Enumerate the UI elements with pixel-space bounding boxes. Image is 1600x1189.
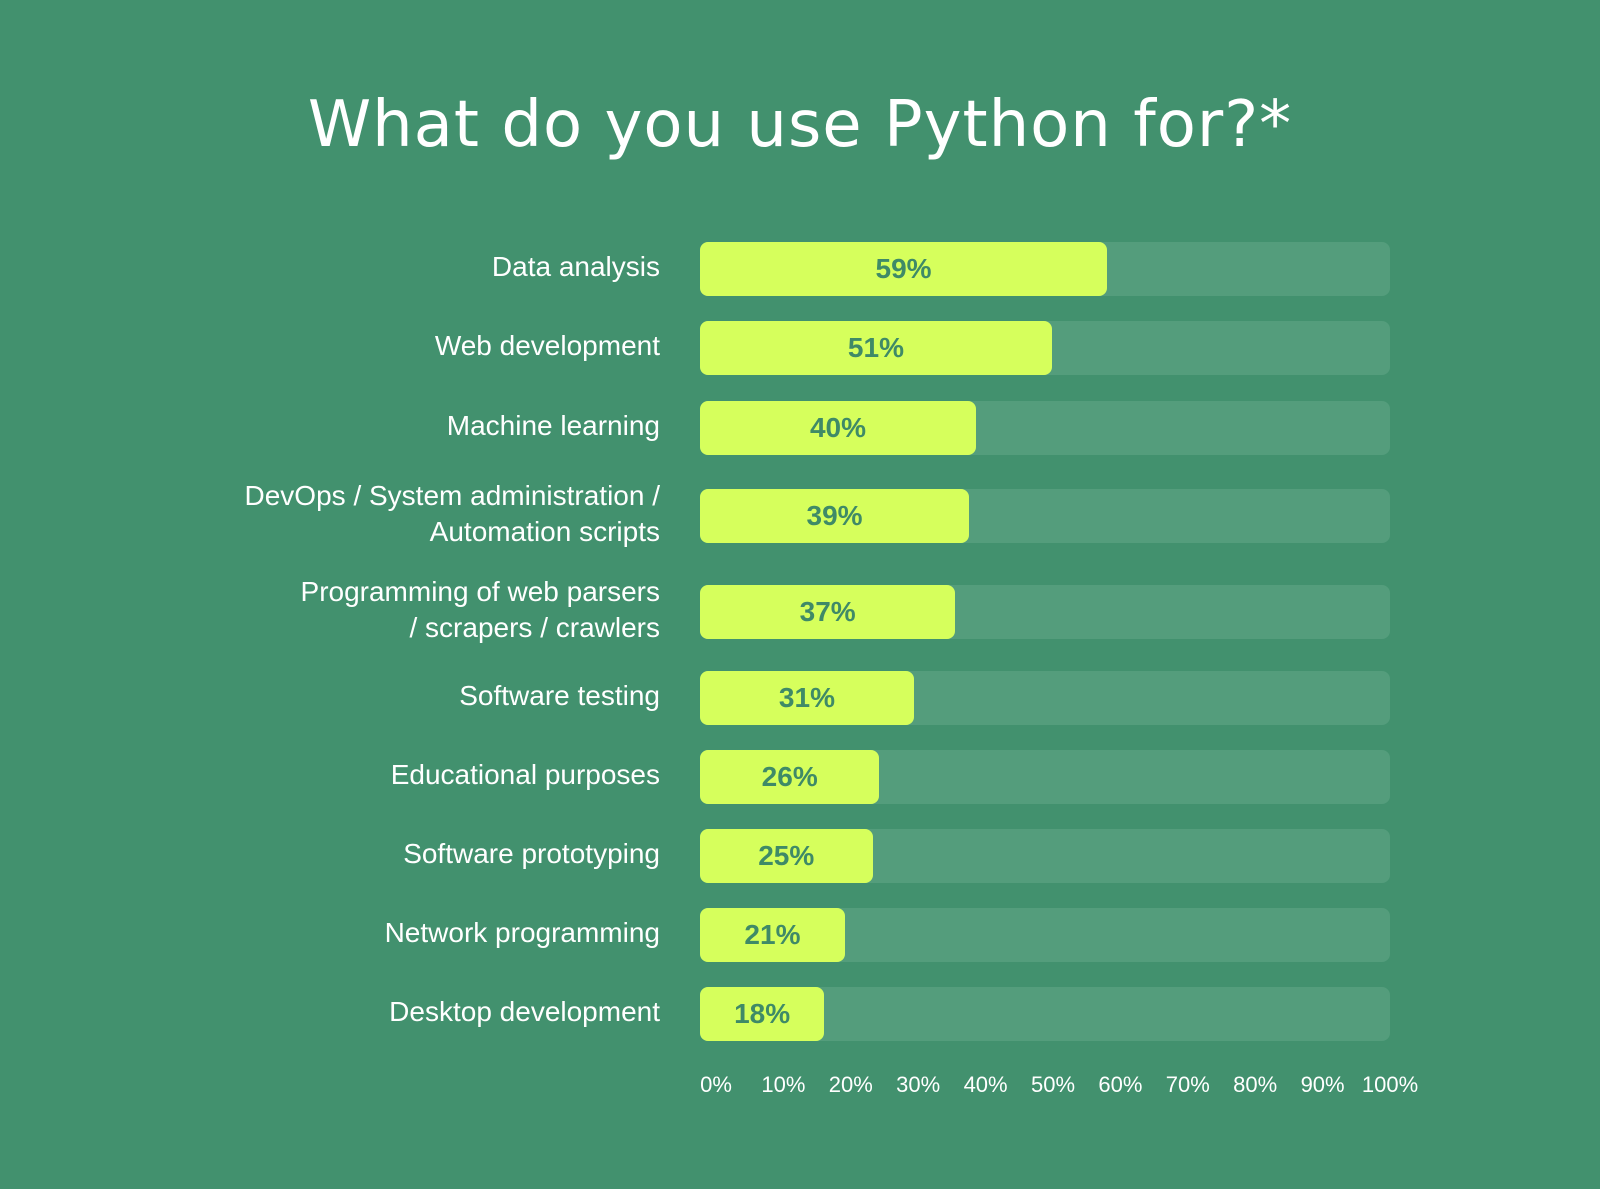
bar [700,908,845,962]
bar [700,489,970,543]
category-label: Data analysis [491,251,660,282]
bar-value-label: 25% [758,840,815,871]
x-tick-label: 0% [700,1072,732,1097]
x-tick-label: 20% [828,1072,873,1097]
x-tick-label: 50% [1030,1072,1076,1097]
bar-value-label: 39% [806,500,863,531]
category-label: Programming of web parsers / scrapers / … [300,576,660,643]
bar-value-label: 18% [734,998,791,1029]
bar [700,321,1052,375]
x-tick-label: 10% [761,1072,806,1097]
bar-value-label: 59% [875,253,932,284]
bar [700,585,956,639]
category-label: Software prototyping [403,838,660,869]
chart-title: What do you use Python for?* [307,88,1293,162]
bar [700,401,976,455]
x-tick-label: 100% [1361,1072,1419,1097]
bar [700,671,914,725]
category-label: Web development [434,330,660,361]
bar [700,750,880,804]
category-label: Software testing [459,680,660,711]
bar [700,242,1108,296]
bar [700,987,825,1041]
x-tick-label: 80% [1233,1072,1278,1097]
bar-value-label: 40% [809,412,867,443]
bar-value-label: 31% [778,682,835,713]
x-tick-label: 60% [1098,1072,1143,1097]
bar-value-label: 21% [744,919,801,950]
x-tick-label: 90% [1300,1072,1345,1097]
bar-value-label: 26% [761,761,818,792]
category-label: Desktop development [389,996,660,1027]
bar-value-label: 51% [847,332,904,363]
x-tick-label: 40% [963,1072,1008,1097]
x-tick-label: 30% [896,1072,941,1097]
category-label: Network programming [384,917,660,948]
x-tick-label: 70% [1165,1072,1210,1097]
category-label: DevOps / System administration / Automat… [244,480,660,547]
bar-value-label: 37% [799,596,856,627]
bar [700,829,873,883]
category-label: Educational purposes [390,759,660,790]
category-label: Machine learning [446,410,660,441]
